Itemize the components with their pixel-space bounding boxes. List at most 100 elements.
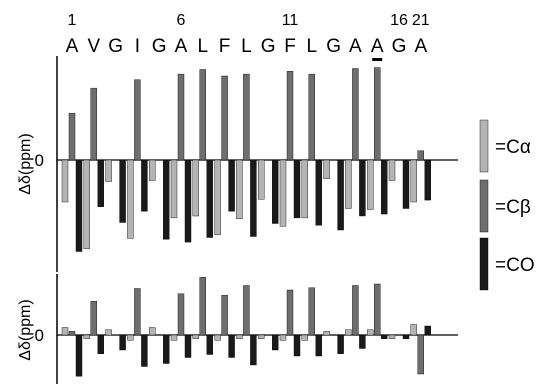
bar	[337, 334, 344, 354]
bar	[410, 159, 417, 203]
bar	[83, 334, 91, 339]
bottom-panel-y-axis-label: Δδ(ppm)	[17, 299, 34, 360]
bar	[250, 334, 257, 366]
bottom-panel-zero-label: 0	[35, 326, 44, 345]
residue-number-label: 16	[390, 12, 408, 29]
bar	[352, 285, 359, 336]
bar	[97, 159, 105, 207]
bar	[214, 334, 221, 341]
bar	[134, 79, 141, 161]
bar	[170, 159, 178, 219]
residue-label: G	[108, 36, 123, 57]
residue-label: A	[414, 36, 427, 57]
bar	[228, 334, 235, 358]
bar	[75, 334, 83, 377]
bar	[374, 67, 381, 161]
residue-label: A	[175, 36, 188, 57]
bar	[323, 159, 330, 179]
bar	[374, 283, 381, 336]
bar	[90, 301, 98, 336]
residue-label: V	[87, 36, 100, 57]
bar	[61, 327, 69, 336]
bar	[258, 334, 265, 339]
bar	[381, 159, 388, 215]
bar	[417, 334, 424, 375]
bar	[162, 334, 170, 364]
residue-label: F	[284, 36, 296, 57]
bar	[236, 334, 243, 339]
bar	[206, 334, 214, 355]
bar	[199, 69, 207, 161]
bar	[402, 159, 410, 209]
bar	[105, 329, 112, 336]
legend-label: =Cβ	[495, 197, 531, 218]
bar	[337, 159, 344, 231]
top-panel-y-axis-label: Δδ(ppm)	[17, 133, 34, 194]
bar	[221, 295, 228, 336]
residue-label: L	[241, 36, 252, 57]
top-panel-bars	[61, 58, 431, 252]
bar	[221, 75, 228, 161]
bar	[119, 159, 126, 223]
residue-label: A	[66, 36, 79, 57]
bar	[75, 159, 83, 252]
bar	[119, 334, 126, 351]
bar	[359, 159, 366, 217]
bar	[90, 87, 98, 161]
residue-marker	[372, 58, 383, 61]
residue-label: G	[152, 36, 167, 57]
bar	[177, 293, 185, 336]
bar	[61, 159, 69, 203]
residue-number-label: 1	[68, 12, 77, 29]
bar	[68, 113, 76, 161]
bar	[250, 159, 257, 237]
legend-label: =CO	[495, 255, 535, 276]
bar	[301, 159, 308, 219]
top-panel-zero-label: 0	[35, 151, 44, 170]
bar	[388, 334, 396, 339]
bar	[402, 334, 410, 339]
bar	[279, 159, 287, 227]
bar	[359, 334, 366, 349]
bar	[315, 159, 322, 226]
legend: =Cα =Cβ =CO	[479, 119, 535, 291]
bar	[192, 334, 200, 339]
bar	[236, 159, 243, 219]
bar	[162, 159, 170, 240]
residue-labels: 1 6 11 16 21A V G I G A L F L G F L G A A G A	[66, 12, 430, 57]
bar	[424, 159, 431, 201]
top-panel: 0 Δδ(ppm)	[17, 56, 458, 272]
residue-label: L	[307, 36, 318, 57]
bar	[184, 159, 192, 243]
bar	[170, 334, 178, 341]
bar	[243, 73, 250, 161]
bar	[127, 159, 134, 239]
bar	[308, 287, 315, 336]
bar	[141, 159, 148, 212]
bar	[83, 159, 91, 249]
residue-label: G	[261, 36, 276, 57]
bar	[417, 150, 424, 161]
bar	[381, 334, 388, 339]
bar	[323, 331, 330, 336]
bar	[134, 288, 141, 336]
legend-swatch	[479, 179, 489, 233]
bar	[279, 334, 287, 341]
residue-label: G	[392, 36, 407, 57]
residue-number-label: 6	[177, 12, 186, 29]
bar	[345, 159, 352, 209]
bottom-panel-bars	[61, 277, 431, 377]
bar	[243, 285, 250, 336]
legend-swatch	[479, 119, 489, 173]
bar	[272, 159, 279, 224]
bar	[388, 159, 396, 181]
bar	[148, 159, 156, 181]
bar	[97, 334, 105, 354]
bar	[286, 289, 294, 336]
bar	[367, 329, 374, 336]
bar	[206, 159, 214, 238]
bar	[127, 334, 134, 341]
bar	[410, 324, 417, 336]
legend-label: =Cα	[495, 137, 531, 158]
